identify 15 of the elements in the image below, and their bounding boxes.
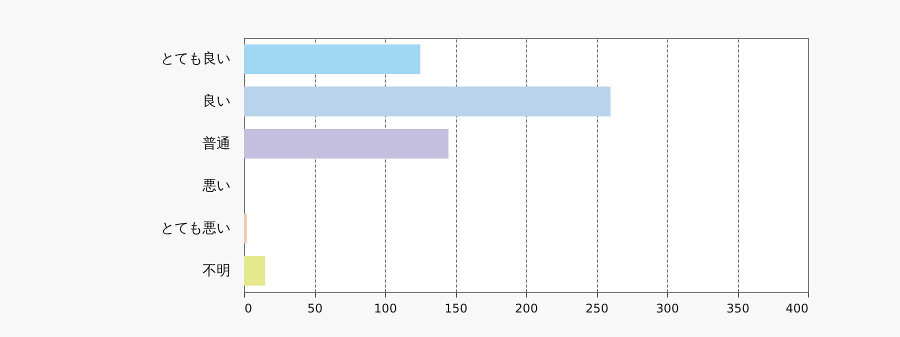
x-tick-label: 400 (786, 302, 808, 316)
x-tick-label: 0 (244, 302, 252, 316)
x-tick-label: 200 (515, 302, 538, 316)
y-tick-label: 悪い (202, 178, 230, 194)
x-tick-label: 250 (586, 302, 608, 316)
x-tick-label: 300 (656, 302, 679, 316)
y-tick-label: 良い (202, 94, 230, 110)
x-tick-label: 50 (307, 302, 323, 316)
x-tick-label: 150 (444, 302, 468, 316)
y-tick-label: とても悪い (160, 220, 230, 236)
y-tick-label: とても良い (160, 51, 230, 68)
y-tick-label: 不明 (202, 262, 230, 279)
x-tick-label: 350 (726, 302, 750, 316)
x-tick-label: 100 (374, 302, 397, 316)
y-tick-label: 普通 (202, 134, 230, 152)
